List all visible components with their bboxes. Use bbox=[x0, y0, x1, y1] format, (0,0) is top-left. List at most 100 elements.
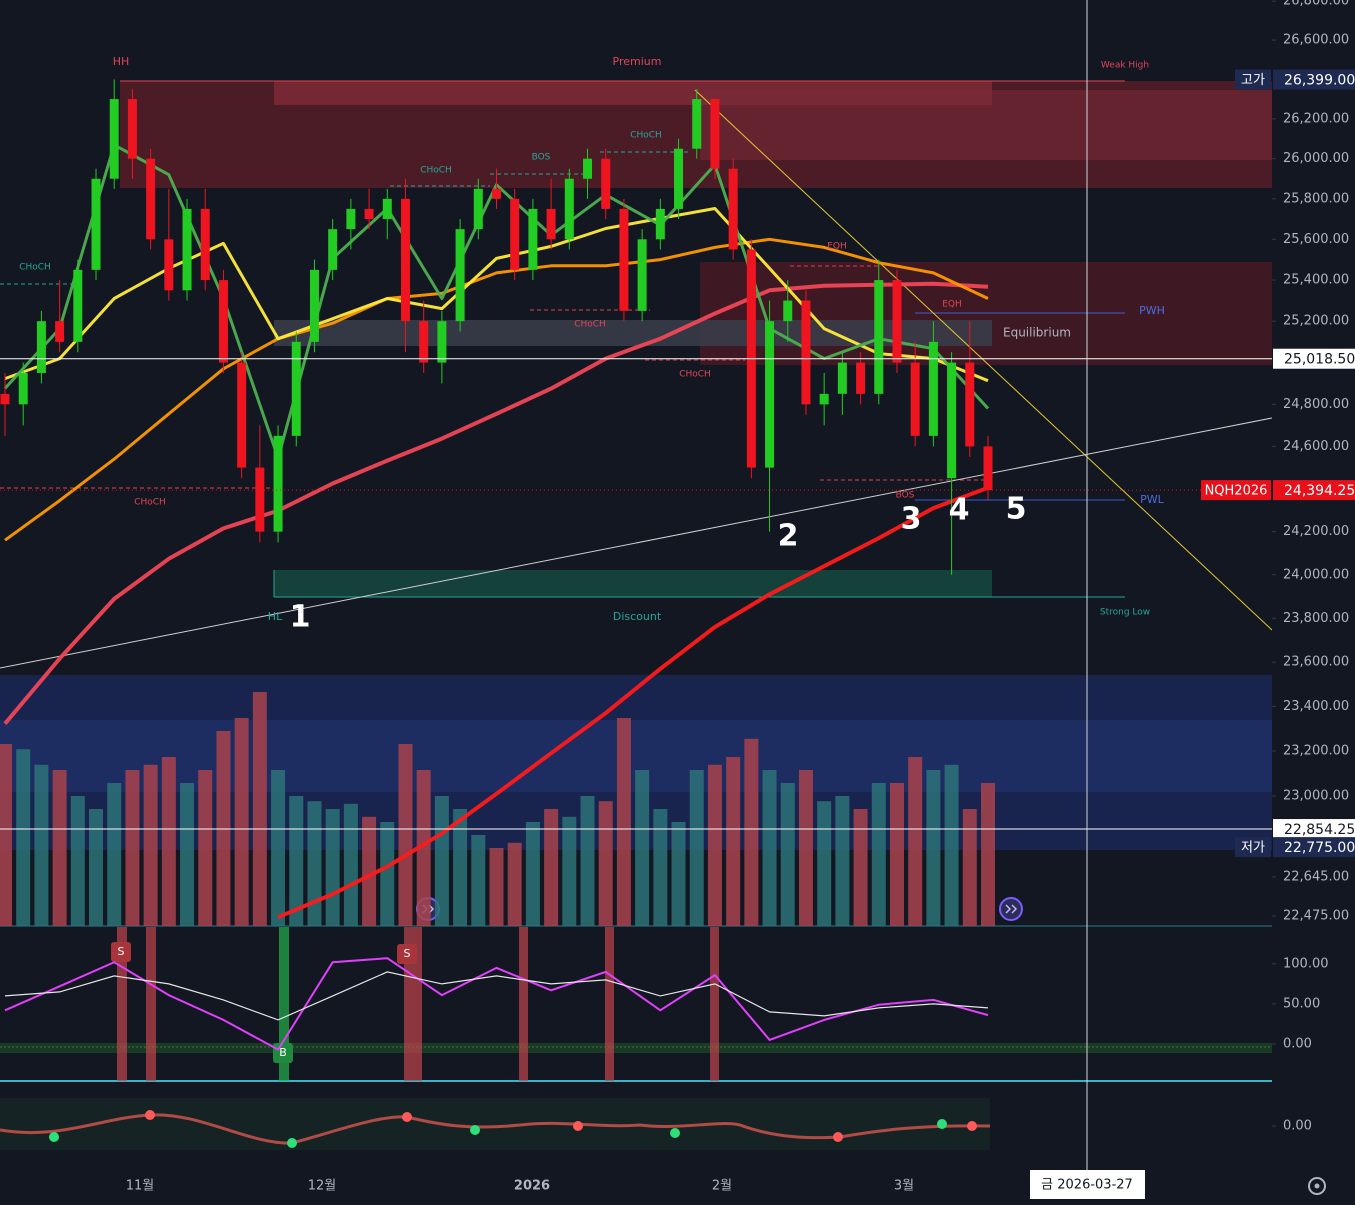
annotation: CHoCH bbox=[574, 320, 606, 330]
annotation: CHoCH bbox=[630, 131, 662, 141]
annotation: 3 bbox=[901, 502, 922, 537]
annotation: 5 bbox=[1006, 492, 1027, 527]
candle-body bbox=[437, 321, 447, 363]
candle-body bbox=[364, 208, 374, 220]
candle-body bbox=[710, 99, 720, 169]
crosshair-tag bbox=[1030, 1170, 1145, 1199]
price-tag-name-bg bbox=[1235, 837, 1271, 858]
volume-bar bbox=[471, 835, 486, 926]
price-tag-label: 22,854.25 bbox=[1284, 822, 1355, 838]
price-tag-name: 저가 bbox=[1241, 841, 1265, 856]
candle-body bbox=[182, 208, 192, 291]
price-tag bbox=[1273, 819, 1355, 840]
candle-body bbox=[382, 198, 392, 220]
candle-body bbox=[255, 467, 265, 532]
oscillator-line bbox=[4, 971, 989, 1021]
annotation: HH bbox=[113, 55, 130, 68]
signal-badge bbox=[111, 942, 131, 962]
lower-dot bbox=[967, 1121, 977, 1131]
candle-body bbox=[273, 435, 283, 532]
volume-bar bbox=[889, 783, 904, 926]
volume-bar bbox=[198, 770, 213, 926]
candle-body bbox=[783, 300, 793, 322]
annotation: BOS bbox=[896, 491, 915, 501]
oscillator-line bbox=[4, 957, 989, 1051]
candle-body bbox=[492, 188, 501, 199]
y-tick-label: 50.00 bbox=[1283, 996, 1320, 1011]
sell-bar bbox=[146, 927, 156, 1081]
sell-bar bbox=[710, 927, 719, 1081]
annotation: CHoCH bbox=[19, 263, 51, 273]
volume-bar bbox=[16, 749, 31, 926]
volume-bar bbox=[161, 757, 176, 926]
x-tick-label: 11월 bbox=[126, 1179, 155, 1194]
annotation: PWH bbox=[1139, 304, 1165, 317]
lower-dot bbox=[937, 1119, 947, 1129]
candle-body bbox=[947, 362, 957, 479]
settings-icon[interactable] bbox=[1308, 1177, 1326, 1195]
candle-body bbox=[528, 208, 538, 270]
volume-bar bbox=[744, 738, 759, 926]
replay-button[interactable] bbox=[999, 897, 1023, 921]
volume-bar bbox=[107, 783, 122, 926]
y-tick-label: 0.00 bbox=[1283, 1036, 1312, 1051]
volume-bar bbox=[798, 770, 813, 926]
candle-body bbox=[346, 208, 356, 230]
candle-body bbox=[928, 341, 938, 436]
volume-bar bbox=[398, 744, 413, 926]
y-tick-label: 24,000.00 bbox=[1283, 567, 1349, 582]
volume-bar bbox=[252, 692, 267, 926]
candle-body bbox=[910, 362, 920, 436]
volume-bar bbox=[89, 809, 104, 926]
candle-body bbox=[73, 269, 83, 342]
volume-bar bbox=[871, 783, 886, 926]
annotation: CHoCH bbox=[420, 166, 452, 176]
candle-body bbox=[583, 158, 593, 179]
y-tick-label: 26,600.00 bbox=[1283, 33, 1349, 48]
volume-bar bbox=[52, 770, 67, 926]
y-tick-label: 25,600.00 bbox=[1283, 232, 1349, 247]
lower-line bbox=[0, 1113, 991, 1145]
zero-band bbox=[0, 1043, 1272, 1053]
annotation: Strong Low bbox=[1100, 608, 1150, 618]
buy-bar bbox=[279, 927, 289, 1081]
y-tick-label: 24,600.00 bbox=[1283, 439, 1349, 454]
volume-bar bbox=[707, 764, 722, 926]
volume-bar bbox=[762, 770, 777, 926]
sell-bar bbox=[404, 927, 422, 1081]
price-tag-label: 25,018.50 bbox=[1284, 352, 1355, 368]
price-axis-labels: 26,800.00 26,600.00 26,200.00 26,000.00 25,8… bbox=[1272, 0, 1349, 924]
candle-body bbox=[218, 280, 228, 363]
volume-bar bbox=[289, 796, 304, 926]
price-tag bbox=[1273, 69, 1355, 90]
candle-body bbox=[455, 229, 465, 322]
annotation: EQH bbox=[827, 242, 847, 252]
sell-bar bbox=[605, 927, 614, 1081]
candle-body bbox=[965, 362, 975, 447]
volume-bar bbox=[926, 770, 941, 926]
volume-bar bbox=[817, 801, 832, 926]
trend-line bbox=[694, 89, 1273, 631]
volume-bar bbox=[362, 816, 377, 926]
candle-body bbox=[164, 239, 174, 291]
lower-dot bbox=[573, 1121, 583, 1131]
volume-bar bbox=[216, 731, 231, 926]
annotation: 1 bbox=[290, 600, 311, 635]
sell-bar bbox=[519, 927, 528, 1081]
annotation: 4 bbox=[949, 493, 970, 528]
volume-bar bbox=[180, 783, 195, 926]
signal-bars bbox=[117, 927, 719, 1081]
x-tick-label: 3월 bbox=[894, 1179, 914, 1194]
volume-bar bbox=[125, 770, 140, 926]
settings-button[interactable] bbox=[1308, 1177, 1326, 1195]
volume-bar bbox=[70, 796, 85, 926]
annotation: Equilibrium bbox=[1003, 326, 1071, 340]
volume-bar bbox=[434, 796, 449, 926]
price-tag-label: 22,775.00 bbox=[1284, 840, 1355, 856]
y-tick-label: 25,400.00 bbox=[1283, 273, 1349, 288]
candle-body bbox=[801, 300, 811, 405]
annotation: PWL bbox=[1140, 493, 1165, 506]
candle-body bbox=[400, 198, 410, 322]
trend-line bbox=[0, 417, 1273, 669]
